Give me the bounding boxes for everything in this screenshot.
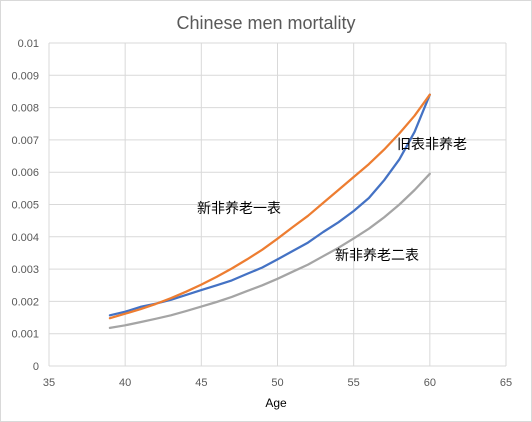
y-tick-label: 0.008 [11, 103, 39, 115]
x-tick-label: 60 [424, 377, 436, 389]
y-tick-label: 0.003 [11, 264, 39, 276]
y-tick-label: 0.001 [11, 329, 39, 341]
annotation-new-table-two: 新非养老二表 [335, 247, 419, 263]
x-axis-label: Age [265, 396, 287, 410]
x-tick-label: 35 [43, 377, 55, 389]
series-line-2 [108, 172, 431, 330]
y-tick-label: 0 [33, 361, 39, 373]
y-tick-label: 0.002 [11, 296, 39, 308]
x-tick-label: 55 [348, 377, 360, 389]
series-lines [108, 93, 431, 330]
series-line-1 [108, 93, 431, 320]
x-tick-label: 45 [195, 377, 207, 389]
gridlines [48, 42, 507, 366]
x-tick-labels: 35 40 45 50 55 60 65 [43, 377, 512, 389]
y-tick-label: 0.01 [18, 38, 39, 50]
chart-title: Chinese men mortality [176, 13, 355, 33]
y-tick-label: 0.006 [11, 167, 39, 179]
y-tick-label: 0.009 [11, 70, 39, 82]
annotation-old-table: 旧表非养老 [397, 136, 467, 152]
annotation-new-table-one: 新非养老一表 [197, 200, 281, 216]
y-tick-label: 0.007 [11, 135, 39, 147]
x-tick-label: 50 [271, 377, 283, 389]
x-tick-label: 65 [500, 377, 512, 389]
x-tick-label: 40 [119, 377, 131, 389]
y-tick-labels: 0 0.001 0.002 0.003 0.004 0.005 0.006 0.007 0.00… [11, 38, 39, 373]
y-tick-label: 0.004 [11, 232, 39, 244]
y-tick-label: 0.005 [11, 200, 39, 212]
